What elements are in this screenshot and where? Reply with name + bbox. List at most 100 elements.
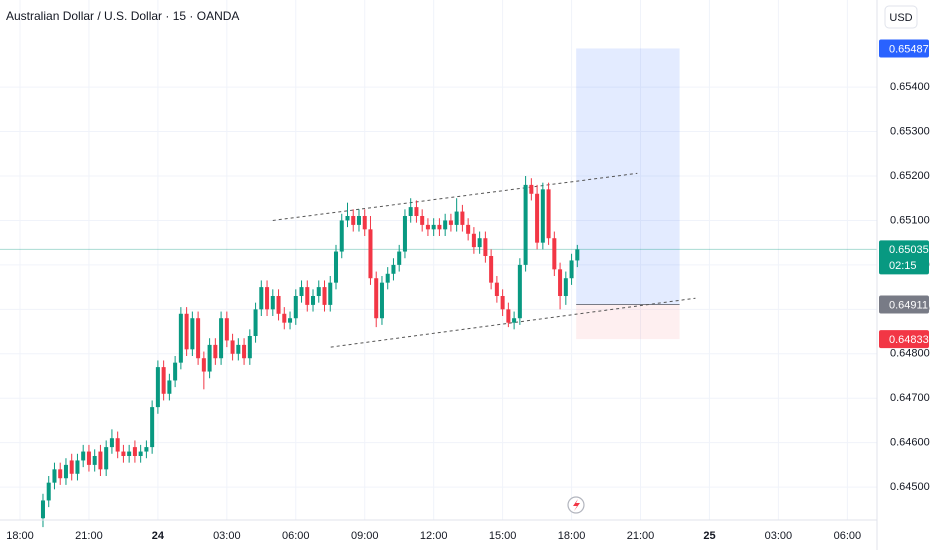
candle-body <box>127 451 132 456</box>
candle-body <box>161 367 166 394</box>
candle-body <box>448 220 453 225</box>
x-tick-label: 21:00 <box>627 530 655 542</box>
grid <box>0 0 877 520</box>
candle-body <box>535 193 540 243</box>
axes: 0.645000.646000.647000.648000.649000.650… <box>6 39 930 542</box>
candle-body <box>483 238 488 256</box>
candle-body <box>63 464 68 479</box>
candle-body <box>52 469 57 483</box>
candle-body <box>328 282 333 305</box>
candle-body <box>356 216 361 225</box>
x-tick-label: 03:00 <box>213 530 241 542</box>
candle-body <box>98 451 103 470</box>
y-tick-label: 0.65200 <box>890 170 930 182</box>
candle-body <box>224 318 229 341</box>
candle-body <box>494 282 499 296</box>
candle-body <box>236 344 241 354</box>
candle-body <box>489 256 494 283</box>
chart-title: Australian Dollar / U.S. Dollar · 15 · O… <box>6 9 239 23</box>
x-tick-label: 06:00 <box>834 530 862 542</box>
candle-body <box>443 220 448 230</box>
candle-body <box>408 207 413 216</box>
currency-box[interactable] <box>884 5 918 29</box>
x-tick-label: 18:00 <box>6 530 34 542</box>
candle-body <box>563 278 568 296</box>
x-tick-label: 18:00 <box>558 530 586 542</box>
x-tick-label: 21:00 <box>75 530 103 542</box>
candle-body <box>316 287 321 296</box>
stop-price-label: 0.64833 <box>889 334 929 346</box>
candle-body <box>437 224 442 230</box>
last-price-label: 0.65035 <box>889 244 929 256</box>
candle-body <box>362 216 367 230</box>
candle-body <box>414 207 419 216</box>
x-tick-label: 24 <box>152 530 165 542</box>
candle-body <box>500 296 505 310</box>
position-stop-zone <box>576 304 680 340</box>
candle-body <box>69 460 74 474</box>
candle-body <box>190 318 195 350</box>
candle-body <box>104 447 109 470</box>
candle-body <box>270 296 275 310</box>
candle-body <box>144 447 149 452</box>
entry-price-label: 0.64911 <box>889 299 928 311</box>
candle-body <box>58 469 63 479</box>
candle-body <box>115 438 120 452</box>
candle-body <box>242 344 247 359</box>
candle-body <box>173 362 178 381</box>
candle-body <box>569 260 574 279</box>
candle-body <box>138 451 143 456</box>
candle-body <box>523 184 528 265</box>
alert-icon[interactable] <box>567 496 585 514</box>
y-tick-label: 0.65100 <box>890 214 930 226</box>
candle-body <box>546 189 551 239</box>
candle-body <box>86 451 91 465</box>
candle-body <box>81 451 86 461</box>
candle-body <box>385 273 390 283</box>
candle-body <box>333 251 339 283</box>
candle-body <box>351 216 356 225</box>
candle-body <box>75 460 80 474</box>
candle-body <box>253 309 258 336</box>
candle-body <box>402 216 407 252</box>
y-tick-label: 0.64700 <box>890 392 930 404</box>
candle-body <box>265 287 270 310</box>
candle-body <box>109 438 114 448</box>
y-tick-label: 0.65300 <box>890 125 930 137</box>
candle-body <box>466 224 471 234</box>
candle-body <box>512 318 517 323</box>
candle-body <box>155 367 160 408</box>
countdown-label: 02:15 <box>889 260 917 272</box>
trend-line <box>330 297 696 348</box>
candle-body <box>196 318 201 359</box>
currency-label: USD <box>889 12 912 24</box>
candle-body <box>391 264 396 274</box>
candle-body <box>339 220 344 252</box>
entry-price-label-box <box>879 295 929 314</box>
candle-body <box>288 318 293 323</box>
candle-body <box>201 358 206 372</box>
trend-line <box>272 172 638 221</box>
candle-body <box>259 287 264 310</box>
candle-body <box>425 224 430 230</box>
candle-body <box>397 251 402 265</box>
x-tick-label: 12:00 <box>420 530 448 542</box>
candle-body <box>293 296 298 319</box>
candle-body <box>282 313 287 323</box>
x-tick-label: 03:00 <box>765 530 793 542</box>
candle-body <box>219 318 224 359</box>
candle-body <box>368 229 373 279</box>
candle-body <box>121 451 126 456</box>
candle-body <box>311 296 316 305</box>
y-tick-label: 0.64500 <box>890 481 930 493</box>
position-target-zone <box>576 48 680 305</box>
candle-body <box>529 184 534 194</box>
candle-body <box>40 500 45 519</box>
y-tick-label: 0.64800 <box>890 348 930 360</box>
x-tick-label: 25 <box>703 530 715 542</box>
candle-body <box>454 211 459 225</box>
candle-body <box>230 340 235 354</box>
candle-body <box>276 296 281 314</box>
